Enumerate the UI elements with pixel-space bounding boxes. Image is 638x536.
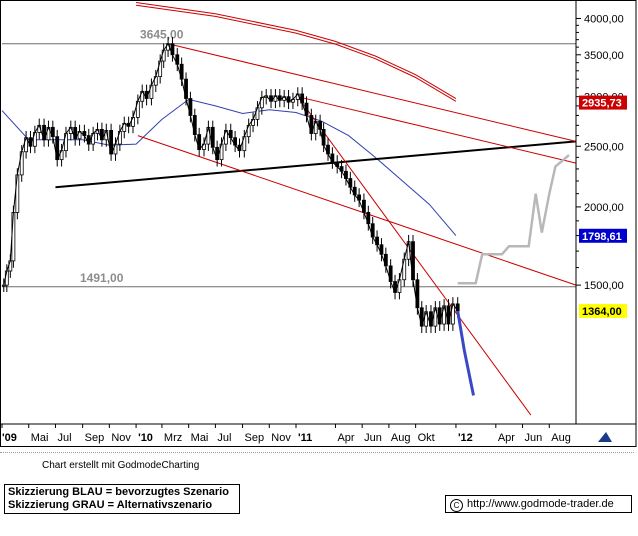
x-tick-label-17: Apr xyxy=(498,432,515,444)
legend-blue-scenario: Skizzierung BLAU = bevorzugtes Szenario xyxy=(8,486,229,498)
level-label-1: 1491,00 xyxy=(80,271,124,285)
chart-tool-icon xyxy=(598,432,612,442)
separator-line xyxy=(0,452,634,453)
x-tick-label-3: Sep xyxy=(85,432,105,444)
x-tick-label-11: '11 xyxy=(298,432,312,444)
scenario-blue-path xyxy=(456,310,475,396)
level-label-0: 3645,00 xyxy=(140,28,184,42)
x-tick-label-8: Jul xyxy=(217,432,231,444)
x-tick-label-2: Jul xyxy=(57,432,71,444)
price-label-text-2: 1364,00 xyxy=(582,306,622,318)
price-label-box-1 xyxy=(579,228,627,243)
price-label-box-2 xyxy=(579,303,627,318)
y-tick-label-3: 2500,00 xyxy=(584,141,624,153)
x-tick-label-14: Aug xyxy=(391,432,411,444)
trend-line-1 xyxy=(167,43,577,142)
x-tick-label-1: Mai xyxy=(31,432,49,444)
x-tick-label-16: '12 xyxy=(458,432,473,444)
x-tick-label-13: Jun xyxy=(364,432,382,444)
x-tick-label-12: Apr xyxy=(337,432,354,444)
x-tick-label-18: Jun xyxy=(525,432,543,444)
trend-line-3 xyxy=(297,96,577,164)
x-tick-label-5: '10 xyxy=(138,432,153,444)
scenario-legend: Skizzierung BLAU = bevorzugtes Szenario … xyxy=(4,484,240,514)
trend-line-0 xyxy=(55,140,577,189)
scenario-grey-path xyxy=(457,154,570,285)
trend-line-2 xyxy=(137,135,577,286)
x-tick-label-19: Aug xyxy=(551,432,571,444)
legend-grey-scenario: Skizzierung GRAU = Alternativszenario xyxy=(8,499,213,511)
y-tick-label-4: 2000,00 xyxy=(584,202,624,214)
y-tick-label-5: 1500,00 xyxy=(584,280,624,292)
chart-credit: Chart erstellt mit GodmodeCharting xyxy=(42,460,200,471)
x-tick-label-15: Okt xyxy=(418,432,435,444)
x-tick-label-0: '09 xyxy=(2,432,17,444)
price-label-text-1: 1798,61 xyxy=(582,231,622,243)
moving-average-short xyxy=(1,98,457,236)
moving-average-long-band xyxy=(136,2,457,100)
price-line xyxy=(3,42,459,329)
copyright-icon: C xyxy=(450,499,463,512)
x-tick-label-6: Mrz xyxy=(164,432,182,444)
chart-frame xyxy=(0,0,637,447)
price-label-box-0 xyxy=(579,95,627,110)
x-tick-label-4: Nov xyxy=(111,432,131,444)
candle-body-0 xyxy=(1,284,6,287)
source-url[interactable]: http://www.godmode-trader.de xyxy=(467,498,614,510)
x-tick-label-9: Sep xyxy=(245,432,265,444)
y-tick-label-1: 3500,00 xyxy=(584,50,624,62)
y-tick-label-0: 4000,00 xyxy=(584,13,624,25)
x-tick-label-7: Mai xyxy=(191,432,209,444)
moving-average-long xyxy=(136,4,457,102)
price-label-text-0: 2935,73 xyxy=(582,98,622,110)
x-tick-label-10: Nov xyxy=(271,432,291,444)
